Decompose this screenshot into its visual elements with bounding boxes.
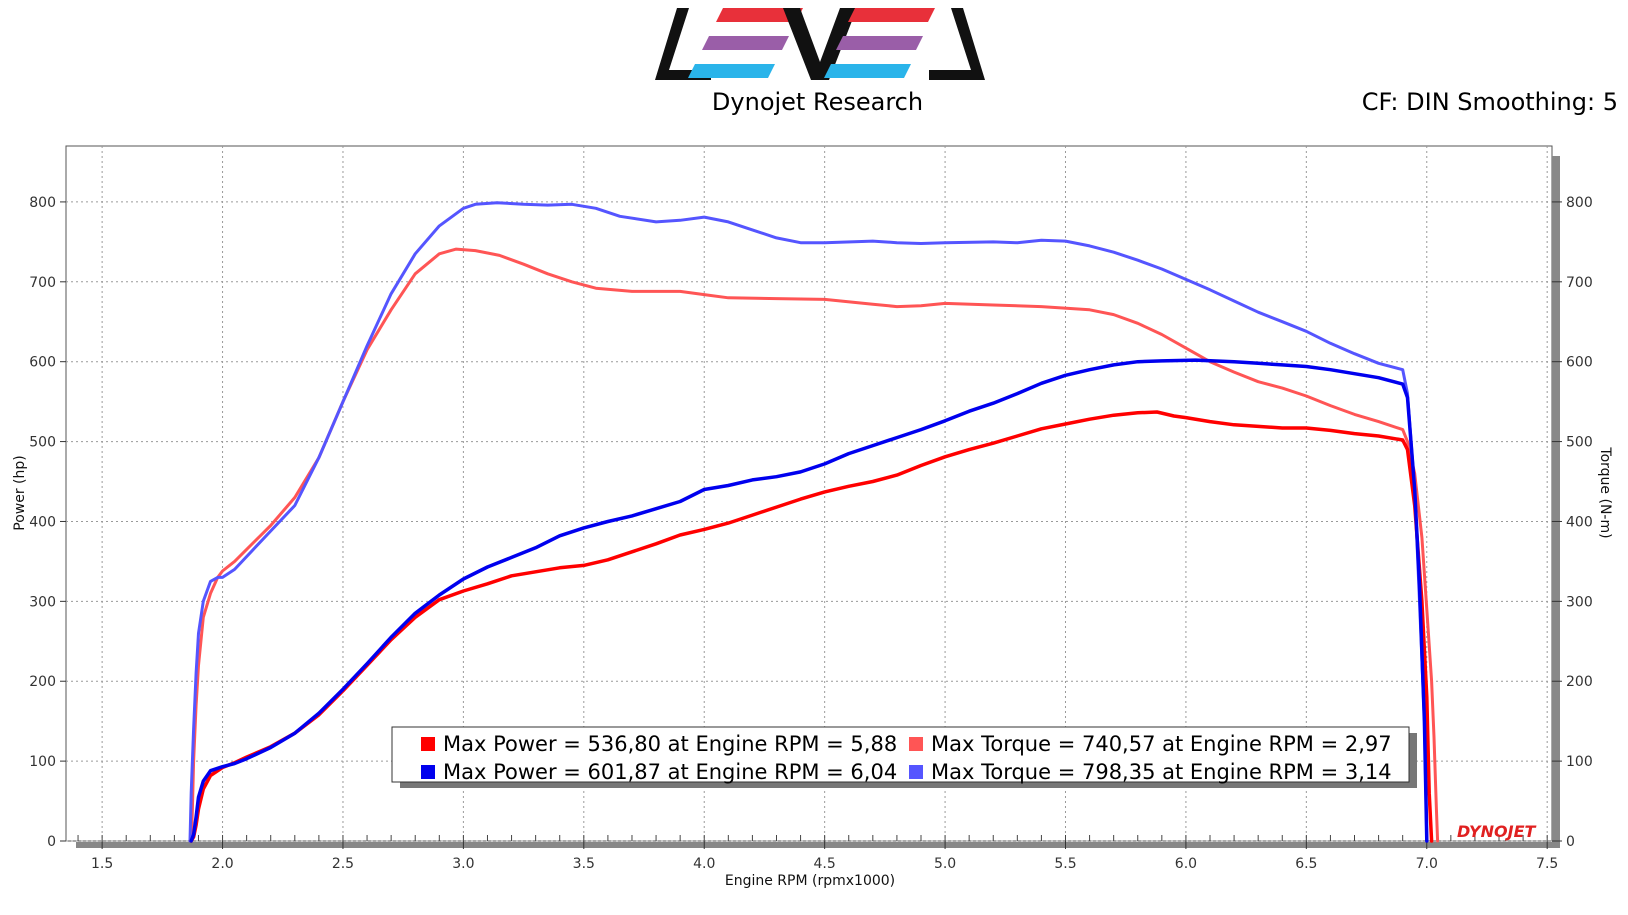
- x-tick-label: 2.0: [211, 856, 233, 872]
- logo-bar-cyan-2: [824, 64, 911, 78]
- legend: Max Power = 536,80 at Engine RPM = 5,88 …: [391, 726, 1417, 788]
- legend-swatch-torque-2: [909, 765, 923, 779]
- y-left-tick-label: 600: [29, 355, 56, 371]
- x-tick-label: 7.5: [1536, 856, 1558, 872]
- chart-subtitle: Dynojet Research: [711, 88, 924, 116]
- y-left-tick-label: 200: [29, 674, 56, 690]
- series-lines: [188, 201, 1440, 843]
- logo-bar-red-2: [848, 8, 935, 22]
- y-axis-left-ticks: 0 100 200 300 400 500 600 700 800: [29, 195, 66, 850]
- y-left-tick-label: 700: [29, 275, 56, 291]
- series-line-3: [189, 247, 1440, 843]
- y-right-tick-label: 600: [1566, 355, 1593, 371]
- series-line-4: [188, 201, 1429, 843]
- x-tick-label: 4.5: [814, 856, 836, 872]
- y-axis-right-label: Torque (N-m): [1597, 446, 1613, 538]
- y-right-tick-label: 700: [1566, 275, 1593, 291]
- logo-left-bracket: [655, 8, 711, 80]
- x-axis-label: Engine RPM (rpmx1000): [725, 873, 895, 889]
- y-right-tick-label: 400: [1566, 514, 1593, 530]
- level-logo: [655, 8, 985, 80]
- legend-label-torque-2: Max Torque = 798,35 at Engine RPM = 3,14: [931, 760, 1392, 784]
- legend-label-power-1: Max Power = 536,80 at Engine RPM = 5,88: [443, 732, 897, 756]
- dynojet-brand-mark: DYNOJET: [1457, 822, 1537, 841]
- legend-label-torque-1: Max Torque = 740,57 at Engine RPM = 2,97: [931, 732, 1392, 756]
- x-tick-label: 3.5: [573, 856, 595, 872]
- legend-label-power-2: Max Power = 601,87 at Engine RPM = 6,04: [443, 760, 897, 784]
- x-tick-label: 3.0: [452, 856, 474, 872]
- x-tick-label: 2.5: [332, 856, 354, 872]
- y-right-tick-label: 500: [1566, 435, 1593, 451]
- y-right-tick-label: 100: [1566, 754, 1593, 770]
- y-left-tick-label: 300: [29, 594, 56, 610]
- x-axis-ticks: 1.5 2.0 2.5 3.0 3.5 4.0 4.5 5.0 5.5 6.0 6.5 7.0 7.5: [77, 835, 1558, 872]
- x-tick-label: 7.0: [1416, 856, 1438, 872]
- x-axis-bar: [76, 842, 1552, 848]
- y-right-tick-label: 0: [1566, 834, 1575, 850]
- series-line-2: [189, 358, 1429, 843]
- logo-bar-red-1: [716, 8, 803, 22]
- legend-swatch-power-1: [421, 737, 435, 751]
- y-axis-right-ticks: 0 100 200 300 400 500 600 700 800: [1552, 195, 1593, 850]
- y-right-tick-label: 200: [1566, 674, 1593, 690]
- correction-settings: CF: DIN Smoothing: 5: [1361, 88, 1618, 116]
- legend-swatch-torque-1: [909, 737, 923, 751]
- logo-v: [783, 8, 857, 80]
- legend-box: [391, 726, 1410, 783]
- logo-bar-purple-2: [836, 36, 923, 50]
- y-left-tick-label: 500: [29, 435, 56, 451]
- y-axis-left-label: Power (hp): [12, 455, 28, 530]
- logo-bar-purple-1: [702, 36, 789, 50]
- y-left-tick-label: 100: [29, 754, 56, 770]
- logo-bar-cyan-1: [688, 64, 775, 78]
- x-tick-label: 5.0: [934, 856, 956, 872]
- y-left-tick-label: 400: [29, 514, 56, 530]
- right-axis-bar: [1552, 156, 1560, 848]
- y-left-tick-label: 800: [29, 195, 56, 211]
- x-tick-label: 6.5: [1295, 856, 1317, 872]
- y-left-tick-label: 0: [47, 834, 56, 850]
- x-tick-label: 5.5: [1054, 856, 1076, 872]
- x-tick-label: 6.0: [1175, 856, 1197, 872]
- legend-swatch-power-2: [421, 765, 435, 779]
- gridlines: [66, 146, 1552, 842]
- y-right-tick-label: 800: [1566, 195, 1593, 211]
- plot-area: [65, 145, 1553, 842]
- x-tick-label: 4.0: [693, 856, 715, 872]
- x-tick-label: 1.5: [91, 856, 113, 872]
- y-right-tick-label: 300: [1566, 594, 1593, 610]
- logo-right-bracket: [929, 8, 985, 80]
